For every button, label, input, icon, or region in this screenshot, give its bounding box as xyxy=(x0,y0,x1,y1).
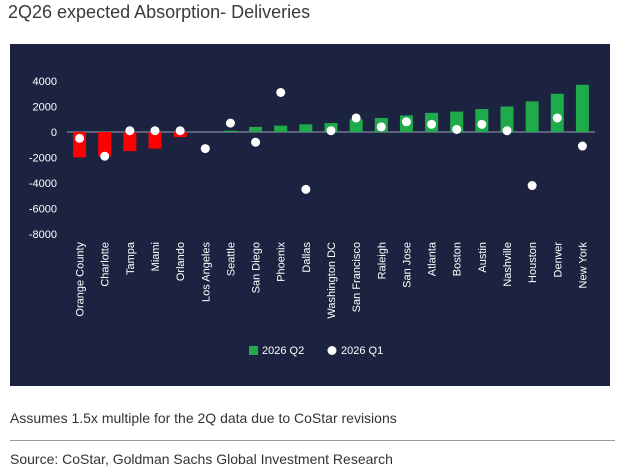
source-note: Source: CoStar, Goldman Sachs Global Inv… xyxy=(10,451,393,467)
y-tick-label: 0 xyxy=(51,127,57,139)
bar-san-francisco xyxy=(349,119,363,132)
x-tick-label: Nashville xyxy=(502,242,514,287)
legend-swatch-2026-q1 xyxy=(327,346,337,355)
x-tick-label: Boston xyxy=(452,242,464,276)
y-tick-label: -4000 xyxy=(29,178,57,190)
bar-nashville xyxy=(500,106,514,132)
chart-panel: 4000 2000 0 -2000 -4000 -6000 -8000 Orange Cou… xyxy=(10,44,610,386)
dot-boston xyxy=(452,124,462,134)
y-tick-label: 4000 xyxy=(33,76,57,88)
legend-label-2026-q1: 2026 Q1 xyxy=(341,345,383,357)
x-tick-label: Los Angeles xyxy=(200,242,212,302)
dot-nashville xyxy=(502,126,512,136)
bar-tampa xyxy=(123,132,137,152)
divider xyxy=(10,440,615,441)
bar-houston xyxy=(525,101,539,132)
y-tick-label: 2000 xyxy=(33,102,57,114)
x-tick-label: Houston xyxy=(527,242,539,283)
bar-miami xyxy=(148,132,162,149)
bar-charlotte xyxy=(98,132,112,157)
dot-miami xyxy=(150,126,160,136)
x-tick-label: Tampa xyxy=(125,241,137,275)
x-tick-label: Atlanta xyxy=(427,241,439,276)
legend-swatch-2026-q2 xyxy=(249,346,258,355)
dot-raleigh xyxy=(376,122,386,132)
x-tick-label: Seattle xyxy=(225,242,237,276)
dot-san-jose xyxy=(401,117,411,127)
x-tick-label: San Jose xyxy=(401,242,413,288)
dot-washington-dc xyxy=(326,126,336,136)
y-tick-label: -6000 xyxy=(29,204,57,216)
dot-tampa xyxy=(125,126,135,136)
dot-orange-county xyxy=(75,133,85,143)
x-tick-label: Washington DC xyxy=(326,242,338,319)
dot-atlanta xyxy=(427,119,437,129)
x-tick-label: Phoenix xyxy=(276,242,288,282)
absorption-chart: 4000 2000 0 -2000 -4000 -6000 -8000 Orange Cou… xyxy=(29,76,595,357)
y-tick-label: -2000 xyxy=(29,153,57,165)
bar-seattle xyxy=(223,130,237,132)
dot-orlando xyxy=(175,126,185,136)
dot-austin xyxy=(477,119,487,129)
bar-dallas xyxy=(299,124,313,132)
x-tick-label: Charlotte xyxy=(100,242,112,287)
bar-san-diego xyxy=(249,126,263,132)
dot-charlotte xyxy=(100,151,110,161)
dot-houston xyxy=(527,181,537,191)
bar-new-york xyxy=(575,84,589,132)
x-tick-label: San Diego xyxy=(251,242,263,293)
dot-dallas xyxy=(301,184,311,194)
page-title: 2Q26 expected Absorption- Deliveries xyxy=(8,2,311,22)
dot-san-francisco xyxy=(351,113,361,123)
legend-label-2026-q2: 2026 Q2 xyxy=(262,345,304,357)
scatter-series-2026-q1 xyxy=(75,87,587,194)
x-tick-label: San Francisco xyxy=(351,242,363,312)
dot-seattle xyxy=(225,118,235,128)
dot-san-diego xyxy=(251,137,261,147)
x-axis: Orange County Charlotte Tampa Miami Orlando L… xyxy=(75,241,590,319)
x-tick-label: Denver xyxy=(552,242,564,278)
y-axis: 4000 2000 0 -2000 -4000 -6000 -8000 xyxy=(29,76,595,241)
x-tick-label: Dallas xyxy=(301,242,313,273)
dot-phoenix xyxy=(276,87,286,97)
bar-denver xyxy=(550,93,564,132)
dot-denver xyxy=(552,113,562,123)
y-tick-label: -8000 xyxy=(29,229,57,241)
x-tick-label: Austin xyxy=(477,242,489,273)
x-tick-label: New York xyxy=(577,242,589,289)
footnote: Assumes 1.5x multiple for the 2Q data du… xyxy=(10,410,397,426)
x-tick-label: Orange County xyxy=(75,242,87,317)
legend: 2026 Q2 2026 Q1 xyxy=(249,345,383,357)
x-tick-label: Miami xyxy=(150,242,162,271)
x-tick-label: Orlando xyxy=(175,242,187,281)
bar-series-2026-q2 xyxy=(73,84,589,158)
dot-los-angeles xyxy=(200,144,210,154)
bar-phoenix xyxy=(274,125,288,132)
x-tick-label: Raleigh xyxy=(376,242,388,279)
dot-new-york xyxy=(577,141,587,151)
